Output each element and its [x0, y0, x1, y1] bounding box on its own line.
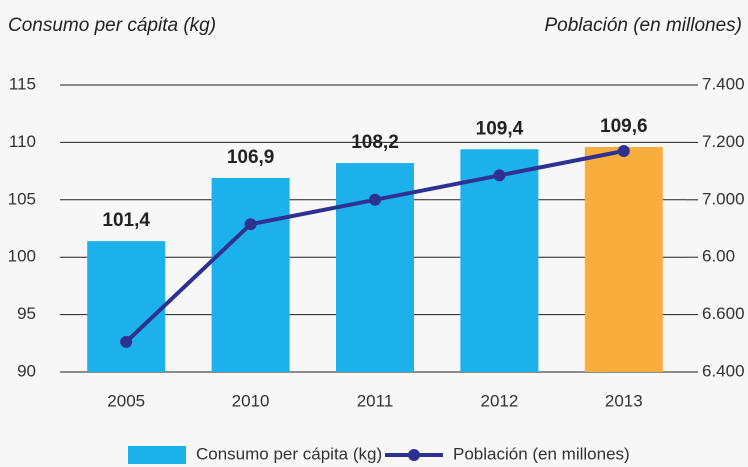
- y2-tick-label: 7.200: [702, 132, 745, 151]
- line-marker: [244, 218, 257, 231]
- value-label: 106,9: [227, 147, 275, 168]
- line-marker: [617, 145, 630, 158]
- legend-label: Consumo per cápita (kg): [196, 444, 382, 463]
- line-marker: [493, 169, 506, 182]
- legend-swatch: [128, 446, 186, 464]
- y-tick-label: 100: [8, 247, 36, 266]
- y2-tick-label: 6.00: [702, 247, 735, 266]
- line-marker: [120, 335, 133, 348]
- legend-label: Población (en millones): [453, 444, 630, 463]
- y-tick-label: 115: [9, 74, 36, 93]
- y2-tick-label: 7.000: [702, 189, 745, 208]
- value-label: 108,2: [351, 132, 399, 153]
- y-tick-label: 95: [17, 304, 36, 323]
- x-tick-label: 2013: [605, 391, 643, 410]
- value-label: 101,4: [102, 210, 150, 231]
- bar: [87, 241, 166, 372]
- bar: [584, 146, 663, 372]
- x-tick-label: 2005: [107, 391, 145, 410]
- y2-tick-label: 7.400: [702, 74, 745, 93]
- y2-tick-label: 6.600: [702, 304, 745, 323]
- line-marker: [369, 193, 381, 206]
- value-label: 109,6: [600, 116, 648, 137]
- value-label: 109,4: [476, 118, 524, 139]
- y2-tick-label: 6.400: [702, 361, 745, 380]
- x-tick-label: 2011: [357, 391, 394, 410]
- x-tick-label: 2012: [480, 391, 518, 410]
- x-tick-label: 2010: [232, 391, 270, 410]
- bar: [460, 149, 539, 372]
- bar: [211, 177, 290, 372]
- y-axis-title: Consumo per cápita (kg): [8, 15, 216, 36]
- y-tick-label: 110: [9, 132, 36, 151]
- y-tick-label: 105: [8, 189, 36, 208]
- y-tick-label: 90: [17, 361, 36, 380]
- y2-axis-title: Población (en millones): [545, 15, 743, 36]
- legend-marker: [408, 449, 420, 461]
